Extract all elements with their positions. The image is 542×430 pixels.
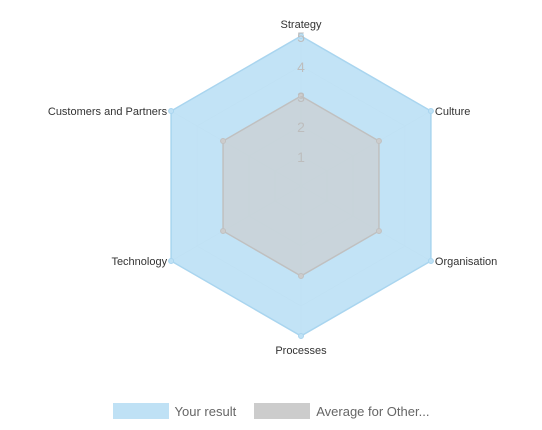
legend-label-your-result: Your result — [174, 403, 237, 419]
tick-label-4: 4 — [297, 59, 305, 75]
series-point-average-for-other-organisation — [375, 228, 382, 234]
axis-label-technology: Technology — [111, 256, 167, 268]
series-point-your-result-processes — [298, 333, 304, 339]
series-point-average-for-other-strategy — [298, 93, 304, 99]
axis-label-customers-and-partners: Customers and Partners — [48, 106, 168, 118]
legend: Your result Average for Other... — [0, 400, 542, 422]
legend-item-your-result[interactable]: Your result — [112, 403, 237, 419]
series-point-average-for-other-culture — [375, 138, 382, 144]
series-point-average-for-other-technology — [220, 228, 227, 234]
tick-label-3: 3 — [297, 89, 305, 105]
radar-chart: Strategy Culture Organisation Processes Tech… — [48, 19, 497, 357]
legend-swatch-average — [254, 403, 311, 419]
axis-labels: Strategy Culture Organisation Processes Tech… — [48, 19, 497, 357]
tick-label-2: 2 — [297, 119, 305, 135]
series-point-your-result-strategy — [298, 33, 304, 39]
series-point-average-for-other-processes — [298, 273, 304, 279]
axis-label-organisation: Organisation — [435, 256, 497, 268]
series-point-your-result-technology — [168, 258, 175, 264]
series-point-average-for-other-customers-and-partners — [220, 138, 227, 144]
axis-label-processes: Processes — [275, 345, 327, 357]
legend-swatch-your-result — [112, 403, 169, 419]
series-point-your-result-organisation — [427, 258, 434, 264]
legend-label-average: Average for Other... — [316, 403, 430, 419]
radar-series — [168, 33, 434, 339]
series-point-your-result-customers-and-partners — [168, 108, 175, 114]
tick-label-5: 5 — [297, 29, 305, 45]
axis-label-culture: Culture — [435, 106, 470, 118]
series-point-your-result-culture — [427, 108, 434, 114]
tick-labels: 1 2 3 4 5 — [297, 29, 305, 165]
legend-item-average[interactable]: Average for Other... — [254, 403, 429, 419]
tick-label-1: 1 — [297, 149, 305, 165]
axis-label-strategy: Strategy — [281, 19, 322, 31]
